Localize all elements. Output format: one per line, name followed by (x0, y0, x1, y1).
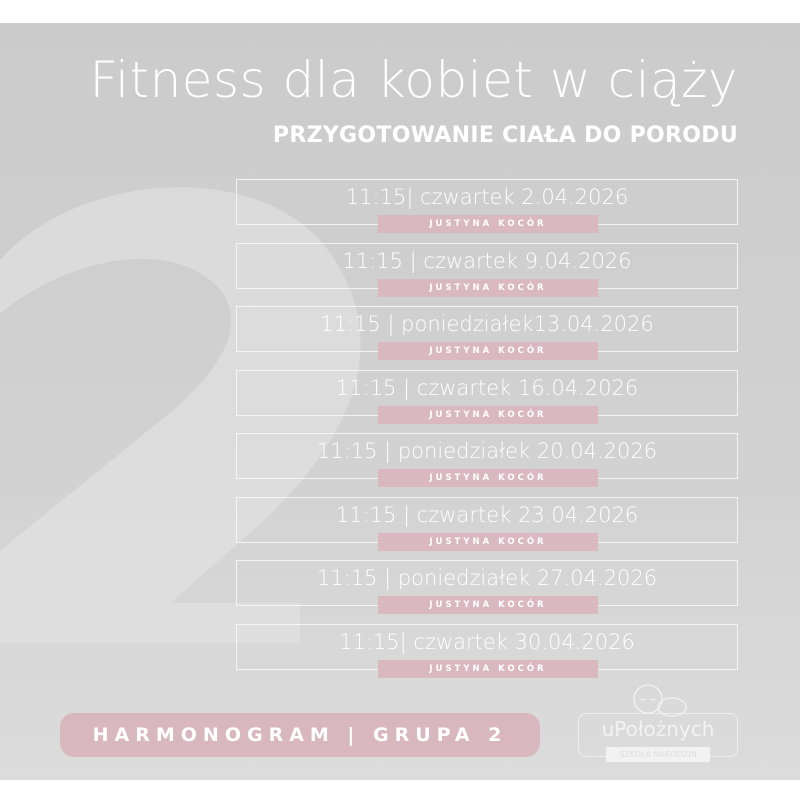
session-row: 11:15 | poniedziałek 27.04.2026 JUSTYNA K… (236, 560, 738, 614)
session-row: 11:15 | czwartek 23.04.2026 JUSTYNA KOCÓR (236, 497, 738, 551)
page-title: Fitness dla kobiet w ciąży (89, 51, 738, 109)
instructor-label: JUSTYNA KOCÓR (378, 215, 598, 233)
poster: Fitness dla kobiet w ciąży PRZYGOTOWANIE… (0, 23, 800, 780)
session-datetime: 11:15| czwartek 30.04.2026 (339, 630, 635, 654)
session-row: 11:15 | poniedziałek 20.04.2026 JUSTYNA K… (236, 433, 738, 487)
logo-name: uPołożnych (601, 717, 715, 741)
schedule-group-badge: HARMONOGRAM | GRUPA 2 (60, 713, 540, 757)
session-datetime: 11:15 | poniedziałek 20.04.2026 (316, 439, 658, 463)
logo-tagline: SZKOŁA NARODZIN (606, 747, 710, 762)
instructor-label: JUSTYNA KOCÓR (378, 533, 598, 551)
watermark-two-shape (0, 187, 361, 643)
session-row: 11:15 | czwartek 16.04.2026 JUSTYNA KOCÓR (236, 370, 738, 424)
instructor-label: JUSTYNA KOCÓR (378, 342, 598, 360)
watermark-number-graphic (0, 187, 361, 643)
session-row: 11:15 | czwartek 9.04.2026 JUSTYNA KOCÓR (236, 243, 738, 297)
session-row: 11:15| czwartek 2.04.2026 JUSTYNA KOCÓR (236, 179, 738, 233)
session-datetime: 11:15 | czwartek 16.04.2026 (335, 376, 639, 400)
session-datetime: 11:15 | poniedziałek13.04.2026 (320, 312, 654, 336)
instructor-label: JUSTYNA KOCÓR (378, 469, 598, 487)
page-subtitle: PRZYGOTOWANIE CIAŁA DO PORODU (272, 123, 738, 148)
session-datetime: 11:15| czwartek 2.04.2026 (345, 185, 629, 209)
logo: uPołożnych SZKOŁA NARODZIN (578, 681, 742, 780)
instructor-label: JUSTYNA KOCÓR (378, 660, 598, 678)
session-row: 11:15| czwartek 30.04.2026 JUSTYNA KOCÓR (236, 624, 738, 678)
instructor-label: JUSTYNA KOCÓR (378, 406, 598, 424)
instructor-label: JUSTYNA KOCÓR (378, 596, 598, 614)
session-row: 11:15 | poniedziałek13.04.2026 JUSTYNA KO… (236, 306, 738, 360)
session-datetime: 11:15 | czwartek 9.04.2026 (342, 249, 632, 273)
session-datetime: 11:15 | czwartek 23.04.2026 (335, 503, 639, 527)
session-datetime: 11:15 | poniedziałek 27.04.2026 (316, 566, 658, 590)
instructor-label: JUSTYNA KOCÓR (378, 279, 598, 297)
